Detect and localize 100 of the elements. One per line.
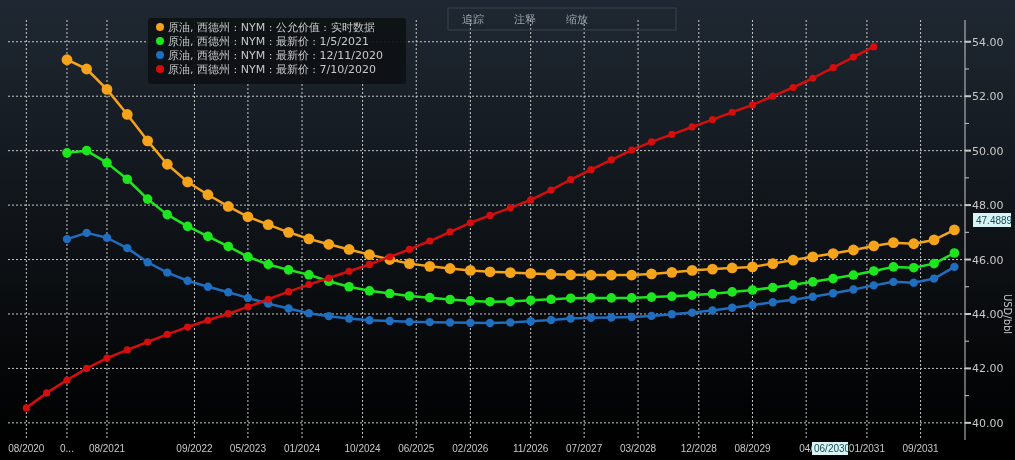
point [607,313,616,322]
point [405,317,414,327]
point [667,291,677,302]
x-tick-label: 10/2024 [344,443,382,454]
point [63,376,71,384]
legend-label: 原油, 西德州 : NYM : 最新价 : 7/10/2020 [168,63,376,76]
point [143,258,152,267]
annotation: 缩放 [566,13,588,26]
point [827,248,839,259]
point [445,318,455,327]
point [203,231,213,242]
point [565,293,576,303]
x-tick-label: 09/2031 [902,443,940,454]
point [626,269,638,281]
point [646,292,657,302]
point [466,219,474,227]
point [82,228,91,238]
point [386,253,394,261]
x-tick-label: 02/2026 [452,443,489,454]
x-tick-label: 12/2028 [680,443,718,454]
point [243,293,253,303]
point [283,226,294,238]
y-tick-label: 42.00 [972,362,1004,376]
point [807,251,819,263]
point [646,268,657,280]
point [384,288,395,299]
x-tick-label: 0... [60,443,74,454]
point [707,289,718,299]
point [504,267,516,278]
y-axis-title: USD/bbl [1002,293,1013,335]
point [385,316,394,326]
point [61,54,73,66]
y-tick-label: 52.00 [972,90,1004,104]
x-tick-label: 11/2026 [512,443,549,454]
x-tick-label: 06/2025 [398,443,435,454]
point [848,270,859,280]
point [607,156,615,164]
point [606,293,617,303]
point [103,354,111,362]
point [184,323,192,331]
point [485,296,495,307]
point [726,262,738,274]
point [728,108,736,116]
point [182,176,193,188]
point [365,316,374,325]
point [908,262,919,273]
point [868,266,879,276]
point [808,292,817,302]
x-tick-label: 03/2028 [619,443,657,454]
legend-label: 原油, 西德州 : NYM : 公允价值 : 实时数据 [168,21,375,34]
point [283,265,294,275]
point [849,285,858,294]
point [787,254,799,266]
point [909,278,918,287]
point [121,109,133,120]
point [547,186,555,194]
point [687,290,697,300]
point [788,295,798,305]
point [666,266,678,278]
x-tick-label: 01/2024 [283,443,321,454]
point [343,244,355,255]
y-tick-label: 54.00 [972,35,1004,49]
y-tick-label: 48.00 [972,199,1004,213]
point [404,258,415,270]
point [142,135,154,147]
point [928,234,940,246]
point [688,123,696,131]
annotation: 注释 [514,13,536,26]
point [323,238,335,250]
point [686,265,698,276]
point [183,276,192,285]
point [202,189,214,201]
point [667,310,677,319]
point [404,291,415,301]
x-tick-label: 08/2020 [8,443,45,454]
x-tick-label: 05/2023 [229,443,267,454]
point [949,224,960,236]
point [789,83,797,92]
point [708,116,717,124]
point [222,201,234,212]
point [162,209,173,220]
point [727,287,737,297]
point [244,303,252,311]
point [546,315,556,325]
point [505,296,516,307]
point [888,237,899,249]
point [223,241,234,252]
point [444,263,456,274]
point [668,130,676,138]
point [486,211,494,220]
point [243,252,253,262]
point [849,53,858,61]
point [708,306,717,315]
point [727,303,737,312]
point [405,245,413,254]
point [567,175,575,184]
point [203,282,213,291]
point [748,300,757,310]
point [627,312,636,322]
point [304,308,314,318]
